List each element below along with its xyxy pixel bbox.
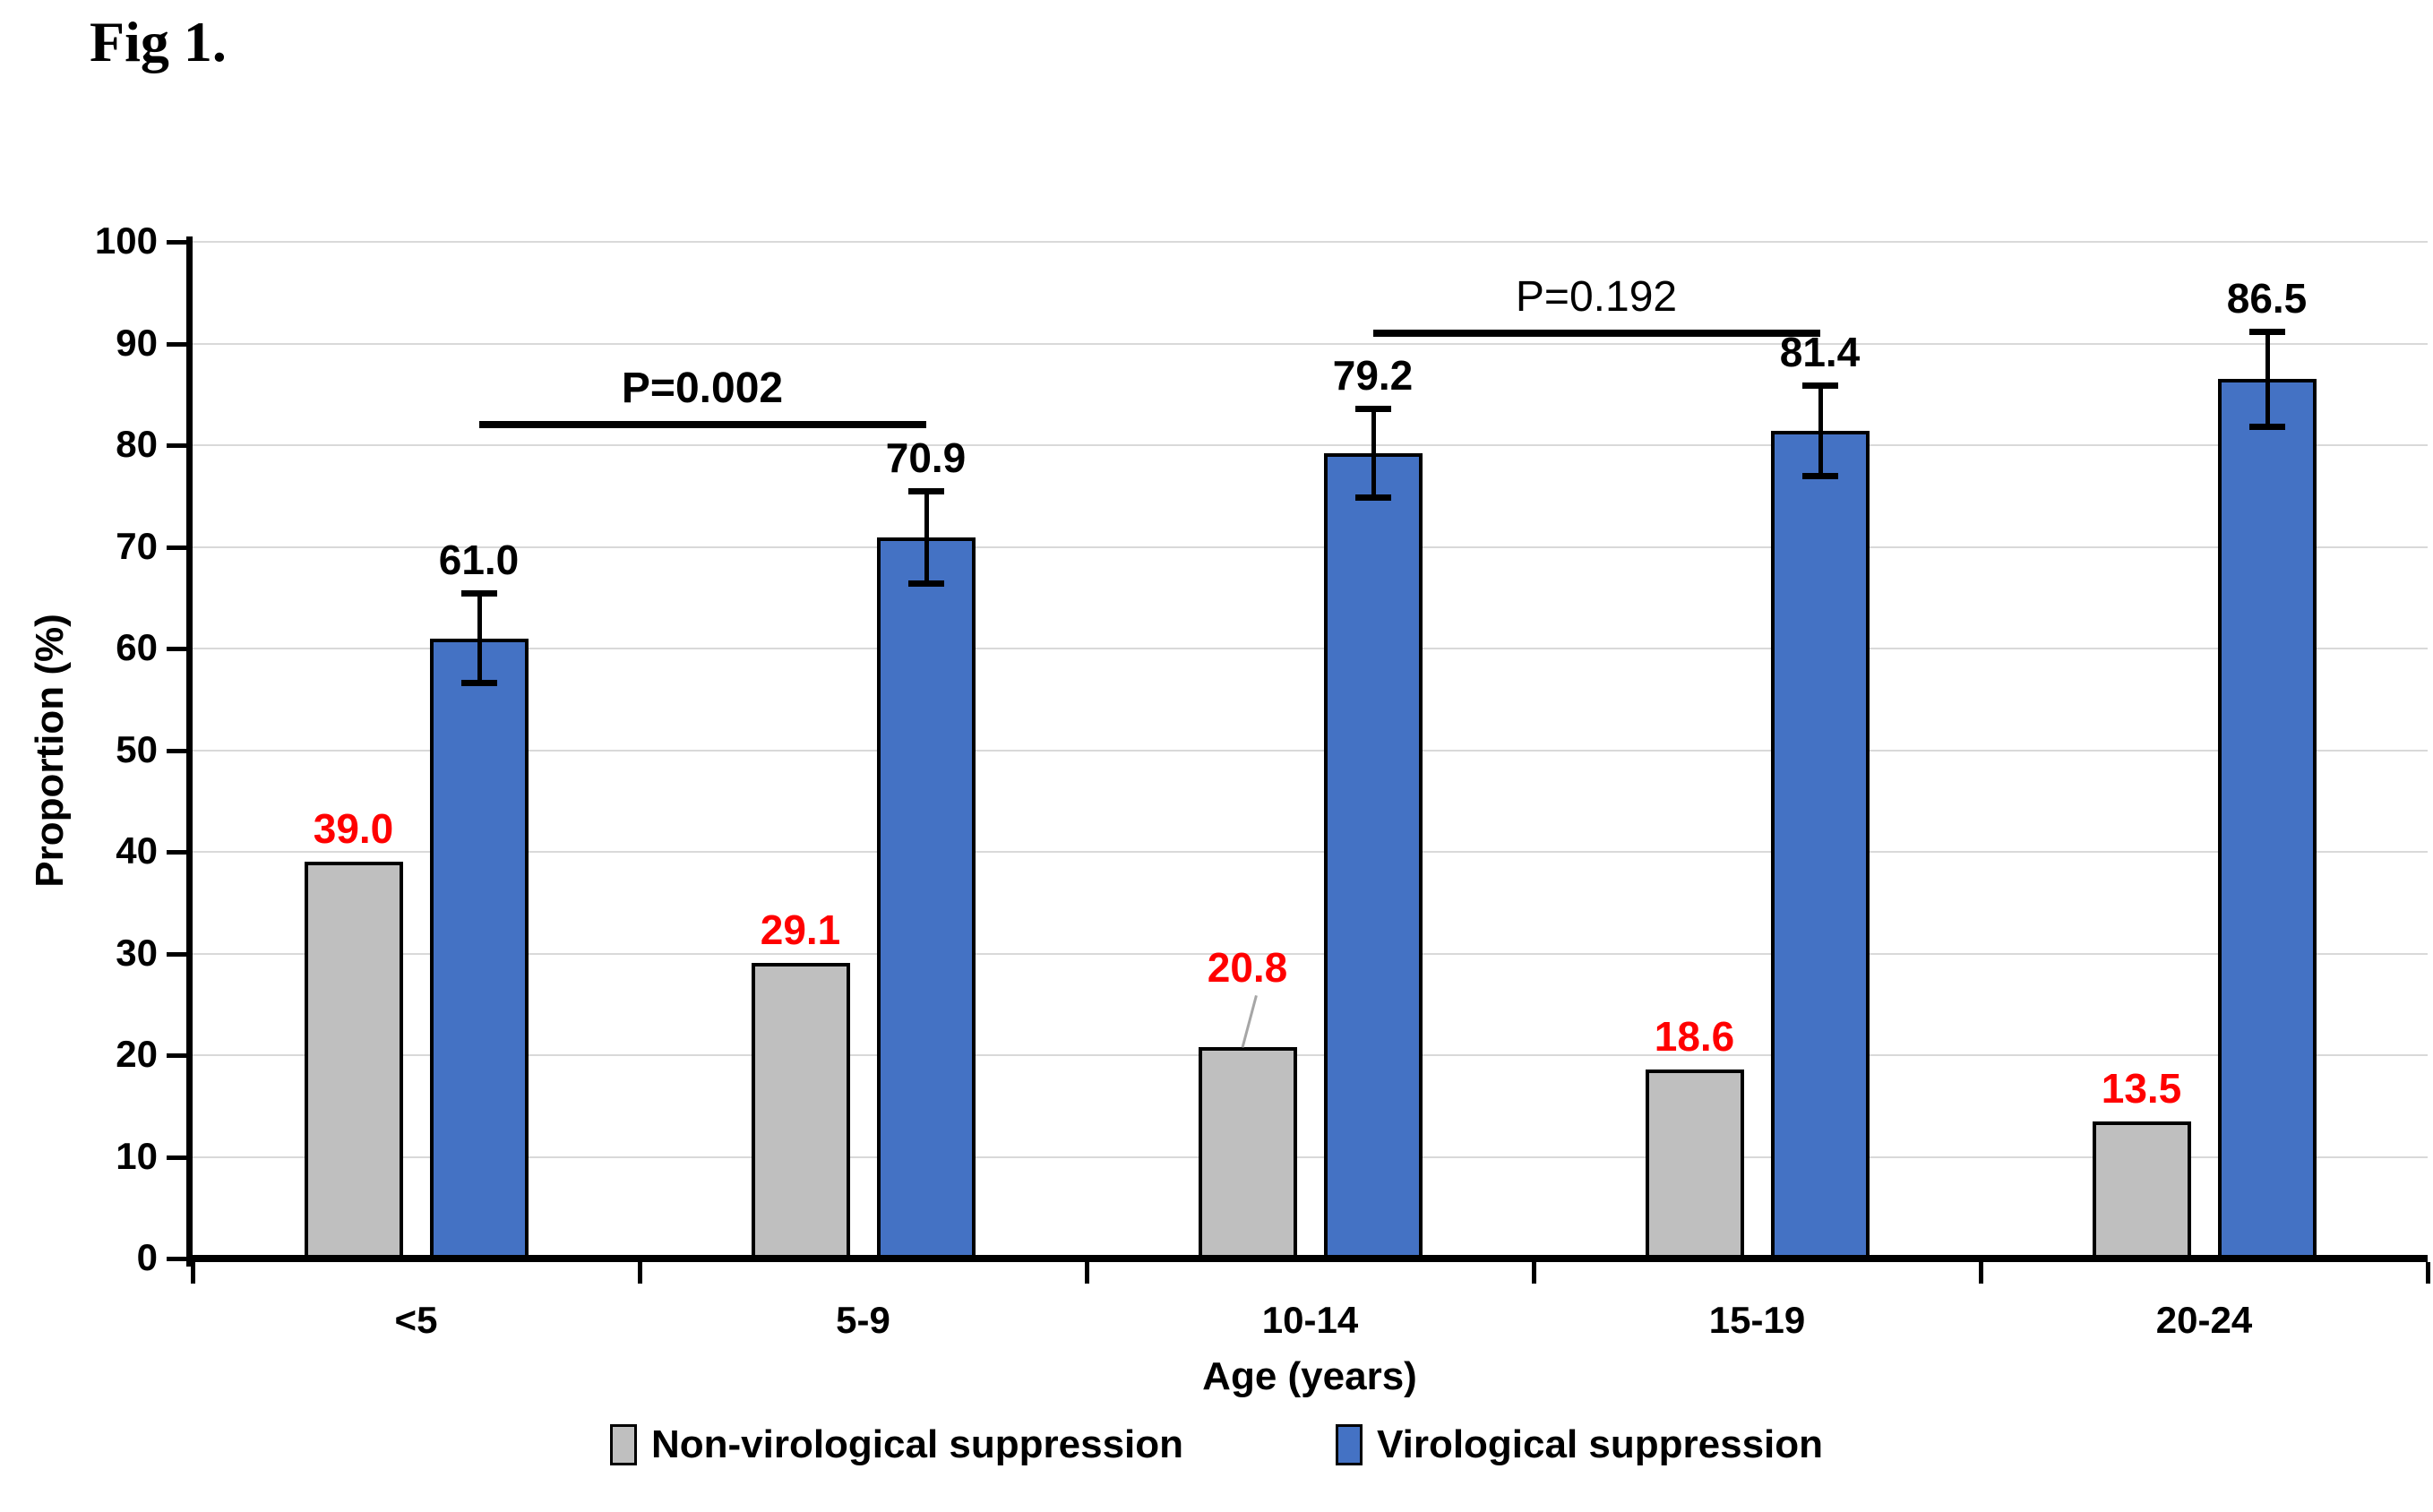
error-bar-line bbox=[477, 592, 482, 683]
bar-value-label: 70.9 bbox=[885, 434, 967, 482]
legend-label-non-virological: Non-virological suppression bbox=[650, 1422, 1184, 1466]
x-axis-tick bbox=[1532, 1262, 1536, 1284]
y-axis-tick-label: 60 bbox=[116, 626, 158, 668]
y-axis-tick bbox=[167, 240, 186, 245]
x-axis-title: Age (years) bbox=[1202, 1354, 1417, 1398]
gridline bbox=[193, 342, 2428, 345]
x-axis-line bbox=[186, 1255, 2428, 1262]
legend-label-virological: Virological suppression bbox=[1377, 1422, 1824, 1466]
y-axis-tick bbox=[167, 1257, 186, 1261]
y-axis-tick bbox=[167, 545, 186, 550]
bar-virological-suppression-20-24 bbox=[2217, 379, 2317, 1259]
y-axis-tick bbox=[167, 748, 186, 753]
error-bar-cap-top bbox=[1354, 406, 1391, 413]
error-bar-cap-bottom bbox=[460, 679, 497, 686]
p-value-label: P=0.002 bbox=[621, 365, 784, 413]
bar-non-virological-suppression--5 bbox=[304, 862, 403, 1259]
bar-value-label: 79.2 bbox=[1332, 352, 1414, 399]
bar-non-virological-suppression-5-9 bbox=[751, 962, 850, 1259]
x-axis-tick-label: <5 bbox=[394, 1299, 438, 1341]
error-bar-line bbox=[1818, 385, 1823, 477]
x-axis-tick bbox=[191, 1262, 195, 1284]
figure-title: Fig 1. bbox=[90, 10, 227, 73]
legend-item-virological: Virological suppression bbox=[1336, 1422, 1823, 1467]
bar-value-label: 13.5 bbox=[2101, 1064, 2182, 1112]
error-bar-cap-top bbox=[907, 488, 944, 495]
y-axis-tick bbox=[167, 850, 186, 855]
bar-value-label: 39.0 bbox=[313, 805, 394, 853]
gridline bbox=[193, 1054, 2428, 1056]
gridline bbox=[193, 648, 2428, 649]
gridline bbox=[193, 952, 2428, 955]
y-axis-tick-label: 10 bbox=[116, 1134, 158, 1177]
x-axis-tick bbox=[638, 1262, 642, 1284]
error-bar-cap-bottom bbox=[2248, 423, 2285, 430]
y-axis-tick-label: 0 bbox=[136, 1236, 158, 1278]
bar-value-label: 61.0 bbox=[438, 536, 520, 583]
bar-non-virological-suppression-20-24 bbox=[2092, 1121, 2191, 1259]
x-axis-tick-label: 20-24 bbox=[2155, 1299, 2253, 1341]
y-axis-tick-label: 50 bbox=[116, 727, 158, 770]
legend-swatch-non-virological-icon bbox=[609, 1424, 637, 1465]
y-axis-tick-label: 80 bbox=[116, 423, 158, 465]
bar-virological-suppression-15-19 bbox=[1770, 431, 1870, 1259]
y-axis-tick bbox=[167, 1155, 186, 1160]
p-value-line bbox=[478, 421, 926, 429]
value-label-leader-line bbox=[1241, 994, 1258, 1048]
gridline bbox=[193, 1155, 2428, 1158]
x-axis-tick-label: 5-9 bbox=[836, 1299, 890, 1341]
x-axis-tick bbox=[1979, 1262, 1983, 1284]
error-bar-cap-top bbox=[1801, 382, 1838, 390]
y-axis-tick-label: 90 bbox=[116, 321, 158, 364]
y-axis-tick bbox=[167, 443, 186, 448]
gridline bbox=[193, 241, 2428, 243]
error-bar-line bbox=[1371, 408, 1376, 498]
bar-value-label: 29.1 bbox=[760, 906, 841, 953]
x-axis-tick-label: 10-14 bbox=[1261, 1299, 1359, 1341]
error-bar-cap-top bbox=[2248, 328, 2285, 335]
x-axis-tick bbox=[1085, 1262, 1089, 1284]
legend: Non-virological suppression Virological … bbox=[0, 1422, 2433, 1467]
y-axis-tick-label: 100 bbox=[94, 219, 158, 262]
y-axis-tick-label: 20 bbox=[116, 1033, 158, 1075]
y-axis-tick-label: 30 bbox=[116, 931, 158, 974]
bar-non-virological-suppression-10-14 bbox=[1198, 1046, 1297, 1259]
bar-value-label: 20.8 bbox=[1207, 943, 1288, 991]
gridline bbox=[193, 851, 2428, 853]
bar-value-label: 18.6 bbox=[1654, 1012, 1735, 1060]
legend-item-non-virological: Non-virological suppression bbox=[609, 1422, 1184, 1467]
y-axis-tick bbox=[167, 951, 186, 957]
error-bar-cap-bottom bbox=[907, 580, 944, 588]
gridline bbox=[193, 444, 2428, 446]
error-bar-line bbox=[924, 491, 929, 585]
bar-non-virological-suppression-15-19 bbox=[1645, 1069, 1744, 1259]
error-bar-cap-bottom bbox=[1801, 473, 1838, 480]
p-value-line bbox=[1372, 330, 1820, 338]
error-bar-cap-top bbox=[460, 589, 497, 597]
legend-swatch-virological-icon bbox=[1336, 1424, 1363, 1465]
x-axis-tick bbox=[2426, 1262, 2430, 1284]
y-axis-tick bbox=[167, 341, 186, 347]
y-axis-title: Proportion (%) bbox=[28, 614, 72, 888]
bar-virological-suppression--5 bbox=[429, 638, 529, 1259]
p-value-label: P=0.192 bbox=[1515, 273, 1678, 322]
bar-value-label: 86.5 bbox=[2226, 274, 2308, 322]
gridline bbox=[193, 546, 2428, 548]
error-bar-cap-bottom bbox=[1354, 494, 1391, 502]
x-axis-tick-label: 15-19 bbox=[1708, 1299, 1806, 1341]
y-axis-line bbox=[186, 236, 193, 1267]
y-axis-tick bbox=[167, 647, 186, 651]
bar-virological-suppression-10-14 bbox=[1323, 453, 1423, 1259]
y-axis-tick bbox=[167, 1053, 186, 1058]
bar-virological-suppression-5-9 bbox=[876, 537, 976, 1259]
error-bar-line bbox=[2265, 331, 2270, 427]
y-axis-tick-label: 70 bbox=[116, 524, 158, 567]
y-axis-tick-label: 40 bbox=[116, 829, 158, 872]
gridline bbox=[193, 749, 2428, 752]
